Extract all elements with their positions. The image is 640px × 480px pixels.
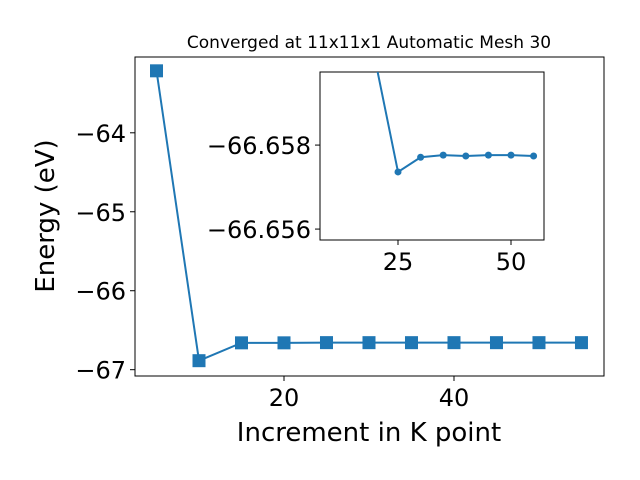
x-tick-label: 50 [496,248,527,276]
marker [362,336,376,350]
marker [417,153,425,161]
x-axis-label: Increment in K point [237,418,501,448]
chart-title: Converged at 11x11x1 Automatic Mesh 30 [187,33,551,53]
x-tick-label: 40 [439,384,470,412]
x-tick-label: 20 [269,384,300,412]
marker [439,151,447,159]
marker [150,64,164,78]
y-tick-label: −65 [75,199,126,227]
y-tick-label: −64 [75,120,126,148]
y-tick-label: −66.656 [207,216,311,244]
marker [484,151,492,159]
marker [404,336,418,350]
marker [234,336,248,350]
y-tick-label: −67 [75,357,126,385]
y-axis-label: Energy (eV) [31,139,61,292]
marker [462,152,470,160]
marker [277,336,291,350]
marker [447,336,461,350]
x-tick-label: 25 [383,248,414,276]
marker [394,168,402,176]
line [376,72,534,174]
marker [574,336,588,350]
marker [532,336,546,350]
y-tick-label: −66.658 [207,132,311,160]
marker [530,152,538,160]
marker [319,336,333,350]
y-tick-label: −66 [75,278,126,306]
marker [192,354,206,368]
marker [489,336,503,350]
marker [507,151,515,159]
